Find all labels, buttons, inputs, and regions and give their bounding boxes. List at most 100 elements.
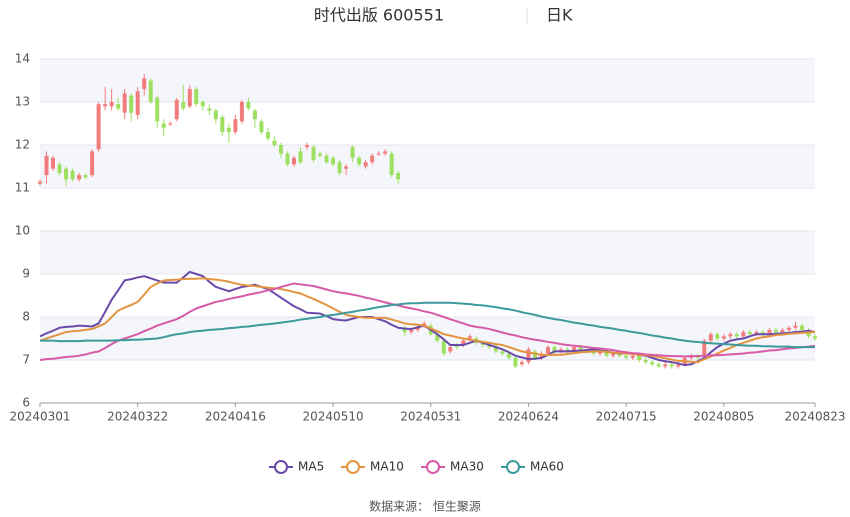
candle-body	[200, 102, 205, 107]
period-label: 日K	[546, 6, 573, 25]
candle-body	[161, 123, 166, 128]
candle-body	[311, 147, 316, 161]
candle-body	[96, 104, 101, 150]
x-tick-label: 20240416	[205, 410, 266, 424]
candle-body	[207, 108, 212, 111]
candle-body	[278, 145, 283, 154]
candle-body	[663, 364, 668, 367]
grid-band	[40, 231, 815, 274]
candle-body	[318, 153, 323, 156]
candle-body	[441, 340, 446, 354]
candle-body	[233, 119, 238, 133]
candle-body	[728, 334, 733, 337]
candle-body	[64, 168, 69, 180]
candle-body	[77, 175, 82, 180]
candle-body	[767, 329, 772, 335]
candle-body	[643, 360, 648, 363]
candle-body	[324, 155, 329, 163]
candle-body	[650, 362, 655, 365]
candle-body	[383, 151, 388, 154]
legend-item: MA5	[269, 460, 324, 474]
candle-body	[617, 353, 622, 356]
candle-body	[793, 325, 798, 328]
candle-body	[741, 332, 746, 337]
legend-item: MA60	[501, 460, 564, 474]
candle-body	[565, 349, 570, 352]
y-tick-label: 8	[22, 310, 30, 324]
candle-body	[174, 99, 179, 120]
candle-body	[129, 95, 134, 113]
candle-body	[532, 351, 537, 358]
candle-body	[604, 351, 609, 356]
candle-body	[721, 336, 726, 339]
legend-label: MA10	[370, 460, 404, 474]
y-tick-label: 7	[22, 353, 30, 367]
candle-body	[480, 342, 485, 345]
candle-body	[252, 110, 257, 120]
candle-body	[545, 347, 550, 354]
candle-body	[220, 117, 225, 133]
legend-marker	[506, 460, 520, 474]
candle-body	[422, 323, 427, 326]
ma-line	[39, 277, 816, 364]
candle-body	[506, 353, 511, 358]
candle-body	[109, 102, 114, 107]
candle-body	[265, 132, 270, 139]
candle-body	[363, 162, 368, 167]
candle-body	[656, 364, 661, 367]
candle-body	[291, 157, 296, 165]
candle-body	[572, 347, 577, 352]
candle-body	[513, 357, 518, 367]
candle-body	[331, 157, 336, 165]
chart-title: 时代出版 600551	[314, 6, 444, 25]
candle-body	[57, 164, 62, 173]
grid-band	[40, 59, 815, 102]
candle-body	[435, 334, 440, 341]
y-tick-label: 12	[15, 138, 30, 152]
candle-body	[493, 347, 498, 352]
candle-body	[454, 344, 459, 348]
candle-body	[194, 89, 199, 105]
legend-item: MA10	[341, 460, 404, 474]
candle-body	[298, 151, 303, 163]
legend-label: MA60	[530, 460, 564, 474]
candle-body	[389, 153, 394, 176]
candle-body	[559, 349, 564, 352]
candle-body	[760, 332, 765, 335]
y-tick-label: 14	[15, 52, 30, 66]
candle-body	[409, 329, 414, 333]
candle-body	[669, 364, 674, 367]
x-tick-label: 20240823	[784, 410, 845, 424]
candle-body	[239, 102, 244, 122]
y-tick-label: 11	[15, 181, 30, 195]
x-tick-label: 20240322	[107, 410, 168, 424]
grid-band	[40, 317, 815, 360]
candle-body	[350, 147, 355, 158]
candle-body	[676, 364, 681, 367]
candle-body	[598, 351, 603, 354]
candle-body	[747, 332, 752, 335]
y-tick-label: 9	[22, 267, 30, 281]
candle-body	[135, 91, 140, 115]
candle-body	[122, 93, 127, 113]
candle-body	[624, 355, 629, 358]
candle-body	[168, 123, 173, 125]
y-tick-label: 13	[15, 95, 30, 109]
candle-body	[637, 355, 642, 360]
candle-body	[448, 347, 453, 352]
candle-body	[285, 153, 290, 165]
candle-body	[116, 104, 121, 109]
x-tick-label: 20240624	[498, 410, 559, 424]
candle-body	[272, 140, 277, 145]
candle-body	[90, 151, 95, 176]
candle-body	[519, 362, 524, 365]
candle-body	[500, 351, 505, 354]
candle-body	[467, 336, 472, 339]
legend-label: MA30	[450, 460, 484, 474]
candle-body	[552, 347, 557, 352]
candle-body	[702, 340, 707, 356]
y-tick-label: 10	[15, 224, 30, 238]
candle-body	[578, 347, 583, 350]
candle-body	[786, 327, 791, 330]
